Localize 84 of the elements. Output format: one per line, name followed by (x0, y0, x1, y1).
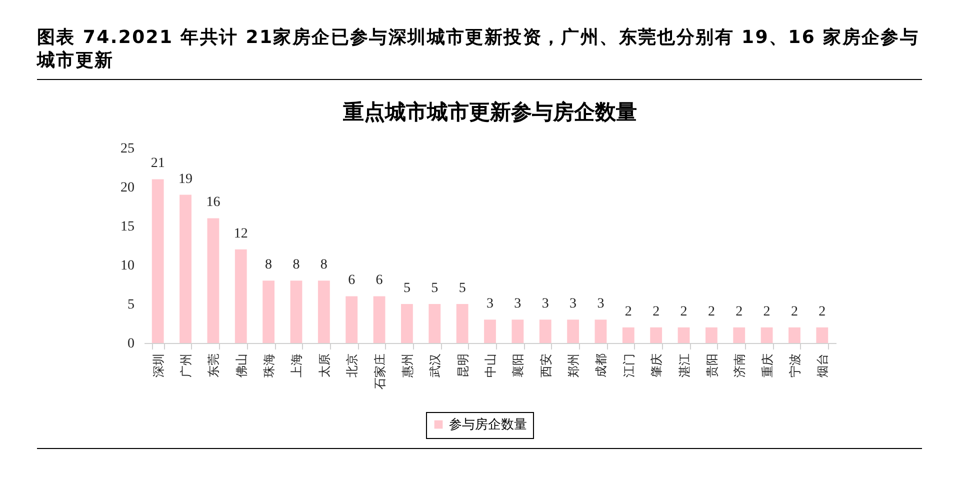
x-tick-label: 广州 (179, 354, 194, 378)
bar (622, 327, 634, 343)
data-label: 12 (234, 226, 248, 242)
data-label: 2 (624, 304, 632, 320)
data-label: 2 (790, 304, 798, 320)
x-tick-label: 昆明 (456, 354, 470, 378)
bar (705, 327, 718, 343)
bar (318, 280, 330, 343)
x-tick-label: 东莞 (206, 354, 221, 378)
data-label: 2 (818, 304, 826, 320)
bar (401, 304, 413, 343)
x-tick-label: 烟台 (816, 354, 830, 378)
y-tick-label: 25 (120, 142, 134, 156)
x-tick-label: 上海 (290, 354, 304, 378)
bar (512, 320, 524, 343)
data-label: 5 (403, 281, 410, 296)
bar (650, 327, 662, 343)
x-tick-label: 贵阳 (704, 354, 719, 378)
data-label: 3 (570, 296, 577, 312)
data-label: 8 (292, 258, 300, 273)
bar (428, 304, 441, 343)
bar (816, 327, 828, 343)
bar (290, 280, 302, 343)
x-tick-label: 深圳 (151, 354, 166, 378)
data-label: 2 (708, 304, 715, 320)
x-tick-label: 湛江 (677, 354, 692, 378)
x-tick-label: 西安 (538, 354, 553, 378)
x-tick-label: 北京 (345, 354, 360, 378)
data-label: 2 (652, 304, 660, 320)
bar (346, 296, 358, 343)
x-tick-label: 济南 (732, 354, 747, 378)
x-tick-label: 成都 (594, 354, 608, 378)
bar (733, 327, 746, 343)
bar (207, 218, 220, 343)
data-label: 6 (348, 273, 356, 288)
legend-label: 参与房企数量 (449, 416, 527, 432)
bar (567, 320, 579, 343)
x-tick-label: 江门 (622, 354, 636, 378)
data-label: 3 (514, 296, 522, 312)
bar (788, 327, 800, 343)
x-tick-label: 石家庄 (372, 354, 387, 390)
data-label: 3 (597, 296, 604, 312)
y-tick-label: 20 (120, 180, 134, 196)
data-label: 3 (542, 296, 549, 312)
chart-title: 图表 74.2021 年共计 21家房企已参与深圳城市更新投资，广州、东莞也分别有 19、16 家房企参与城市更新 (37, 26, 920, 72)
bar (678, 327, 690, 343)
bar (456, 304, 468, 343)
x-tick-label: 襄阳 (511, 354, 526, 378)
x-tick-label: 佛山 (234, 354, 248, 378)
chart-subtitle: 重点城市城市更新参与房企数量 (342, 99, 637, 124)
bar (152, 179, 164, 343)
x-tick-label: 太原 (317, 354, 332, 378)
y-tick-label: 15 (120, 220, 134, 234)
x-tick-label: 宁波 (788, 354, 802, 378)
data-label: 8 (265, 258, 272, 273)
y-tick-label: 0 (128, 336, 134, 352)
data-label: 2 (736, 304, 743, 320)
bar (760, 327, 773, 343)
x-tick-label: 珠海 (262, 354, 276, 378)
x-tick-label: 惠州 (400, 354, 414, 378)
data-label: 8 (320, 258, 328, 273)
data-label: 2 (680, 304, 688, 320)
x-tick-label: 肇庆 (650, 354, 664, 378)
y-tick-label: 10 (120, 258, 134, 274)
data-label: 5 (431, 281, 438, 296)
data-label: 3 (486, 296, 494, 312)
data-label: 16 (206, 195, 220, 210)
bar (180, 194, 192, 343)
bar (484, 320, 496, 343)
x-tick-label: 武汉 (428, 354, 442, 378)
bar (373, 296, 386, 343)
bar (539, 320, 552, 343)
data-label: 6 (376, 273, 383, 288)
bar (234, 249, 247, 343)
data-label: 2 (763, 304, 770, 320)
data-label: 19 (178, 172, 193, 187)
y-tick-label: 5 (128, 298, 134, 312)
bar (262, 280, 275, 343)
data-label: 21 (150, 156, 165, 172)
data-label: 5 (458, 281, 466, 296)
x-tick-label: 郑州 (566, 354, 581, 378)
bar (594, 320, 607, 343)
x-tick-label: 中山 (484, 354, 498, 378)
x-tick-label: 重庆 (760, 354, 774, 378)
